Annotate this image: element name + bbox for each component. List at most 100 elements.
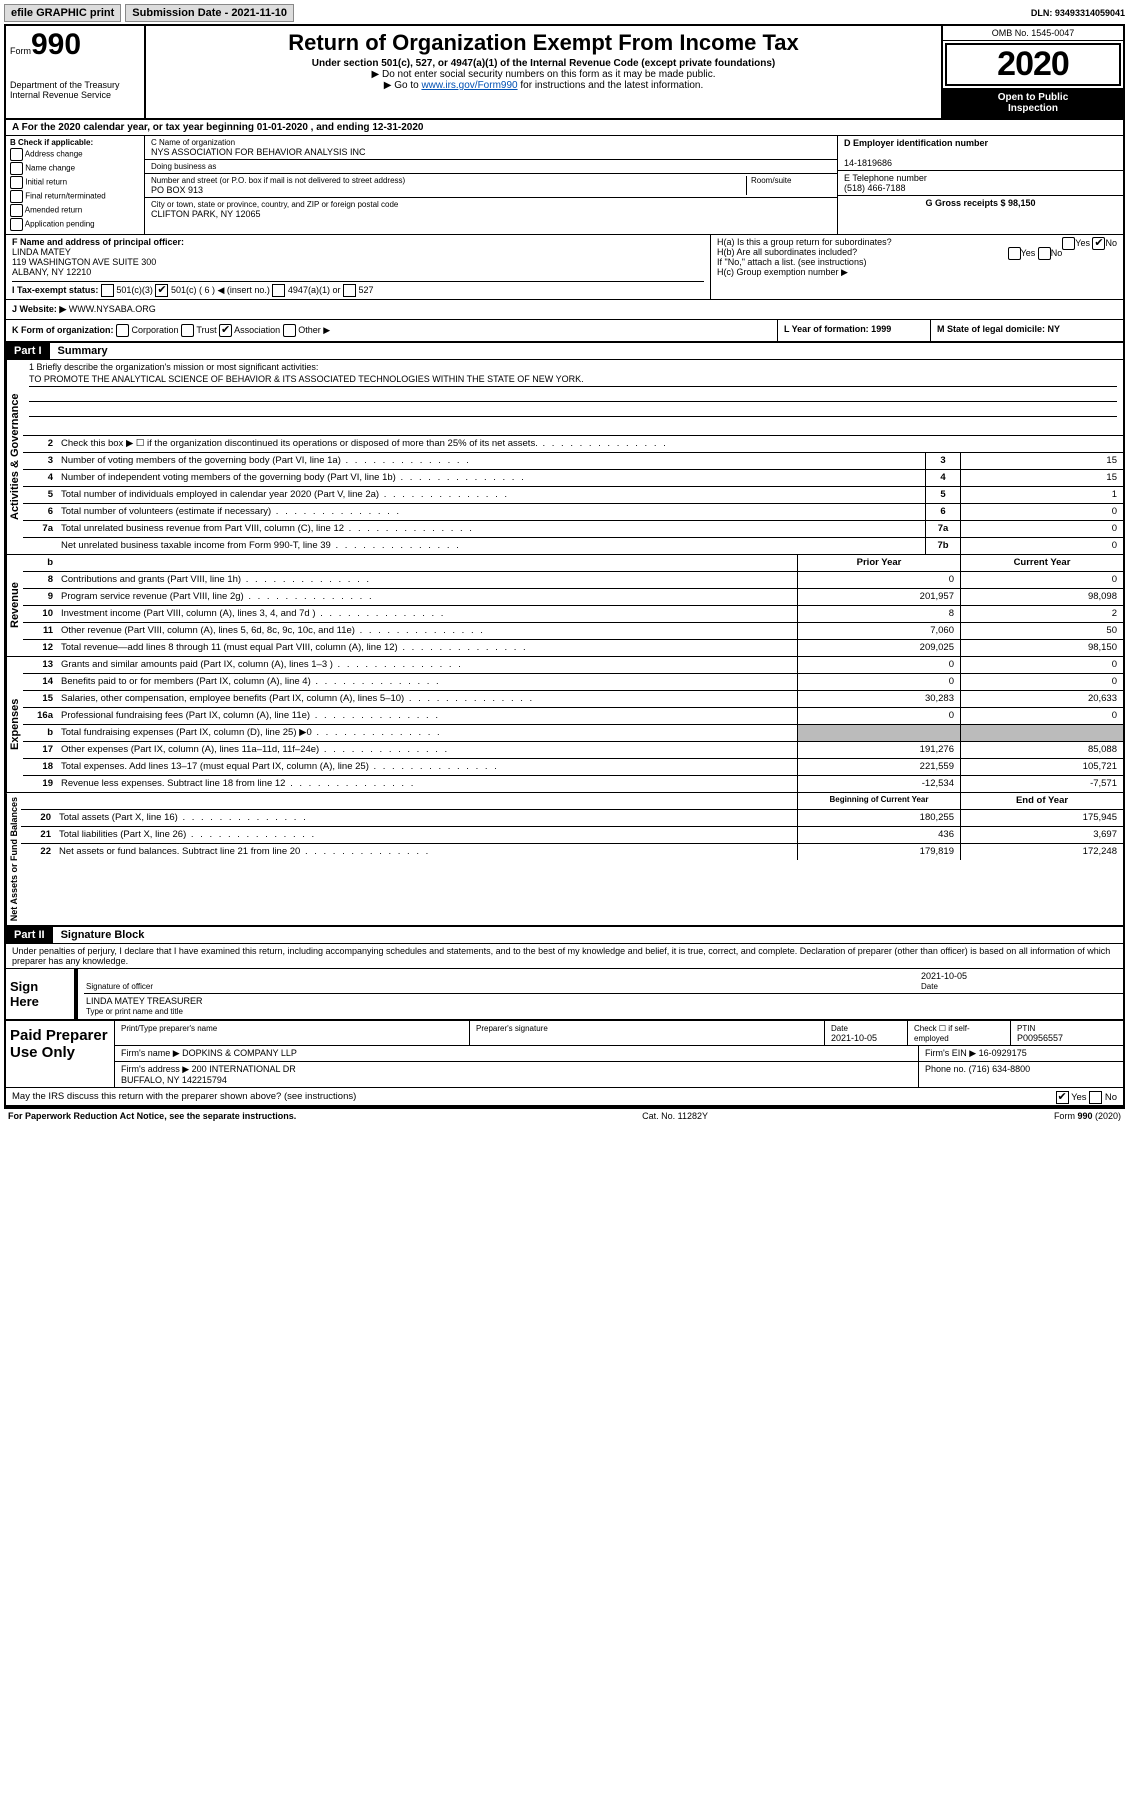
box-b: B Check if applicable: Address change Na… <box>6 136 145 234</box>
cb-hb-no[interactable] <box>1038 247 1051 260</box>
summary-line: 10Investment income (Part VIII, column (… <box>23 606 1123 623</box>
cb-trust[interactable] <box>181 324 194 337</box>
summary-line: 3Number of voting members of the governi… <box>23 453 1123 470</box>
cb-other[interactable] <box>283 324 296 337</box>
cb-4947[interactable] <box>272 284 285 297</box>
sig-officer-label: Signature of officer <box>86 982 153 991</box>
paid-title: Paid Preparer Use Only <box>6 1021 115 1087</box>
firm-name: DOPKINS & COMPANY LLP <box>182 1048 297 1058</box>
header-right: OMB No. 1545-0047 2020 Open to PublicIns… <box>941 26 1123 118</box>
dba-label: Doing business as <box>151 162 831 171</box>
cb-initial-return[interactable]: Initial return <box>10 176 140 189</box>
opt-amended: Amended return <box>25 206 82 215</box>
open-public-1: Open to Public <box>998 92 1069 103</box>
discuss-text: May the IRS discuss this return with the… <box>12 1091 356 1102</box>
sig-date: 2021-10-05 <box>921 971 967 981</box>
officer-name: LINDA MATEY <box>12 247 71 257</box>
box-c: C Name of organization NYS ASSOCIATION F… <box>145 136 838 234</box>
firm-ein-label: Firm's EIN ▶ <box>925 1048 976 1058</box>
sig-name: LINDA MATEY TREASURER <box>86 996 203 1006</box>
hdr-begin: Beginning of Current Year <box>797 793 960 809</box>
summary-line: 19Revenue less expenses. Subtract line 1… <box>23 776 1123 792</box>
cb-corp[interactable] <box>116 324 129 337</box>
hc-label: H(c) Group exemption number ▶ <box>717 267 1117 278</box>
form-org-label: K Form of organization: <box>12 325 114 335</box>
footer-right: Form 990 (2020) <box>1054 1111 1121 1121</box>
state-domicile: M State of legal domicile: NY <box>937 324 1060 334</box>
addr-label: Number and street (or P.O. box if mail i… <box>151 176 746 185</box>
summary-line: 20Total assets (Part X, line 16)180,2551… <box>21 810 1123 827</box>
form-990: Form990 Department of the Treasury Inter… <box>4 24 1125 1109</box>
box-de: D Employer identification number 14-1819… <box>838 136 1123 234</box>
sig-name-label: Type or print name and title <box>86 1007 183 1016</box>
prep-self-label: Check ☐ if self-employed <box>914 1024 970 1043</box>
cb-ha-no[interactable]: ✔ <box>1092 237 1105 250</box>
subtitle-2: ▶ Do not enter social security numbers o… <box>154 69 933 80</box>
tax-exempt-label: I Tax-exempt status: <box>12 285 98 295</box>
summary-line: 14Benefits paid to or for members (Part … <box>23 674 1123 691</box>
ptin-label: PTIN <box>1017 1024 1035 1033</box>
firm-addr-label: Firm's address ▶ <box>121 1064 189 1074</box>
goto-pre: ▶ Go to <box>384 80 422 91</box>
summary-line: 18Total expenses. Add lines 13–17 (must … <box>23 759 1123 776</box>
mission-q: 1 Briefly describe the organization's mi… <box>29 362 1117 372</box>
phone-label: E Telephone number <box>844 173 927 183</box>
ptin-value: P00956557 <box>1017 1033 1063 1043</box>
submission-date-button[interactable]: Submission Date - 2021-11-10 <box>125 4 294 22</box>
city-label: City or town, state or province, country… <box>151 200 831 209</box>
efile-button[interactable]: efile GRAPHIC print <box>4 4 121 22</box>
opt-4947: 4947(a)(1) or <box>288 285 341 295</box>
opt-initial: Initial return <box>25 178 67 187</box>
box-f: F Name and address of principal officer:… <box>6 235 710 299</box>
form990-link[interactable]: www.irs.gov/Form990 <box>421 80 517 91</box>
dln-label: DLN: 93493314059041 <box>1031 8 1125 18</box>
org-name-label: C Name of organization <box>151 138 831 147</box>
cb-discuss-no[interactable] <box>1089 1091 1102 1104</box>
summary-line: 11Other revenue (Part VIII, column (A), … <box>23 623 1123 640</box>
cb-501c[interactable]: ✔ <box>155 284 168 297</box>
summary-line: 2Check this box ▶ ☐ if the organization … <box>23 436 1123 453</box>
gross-receipts: G Gross receipts $ 98,150 <box>925 198 1035 208</box>
open-public-2: Inspection <box>1008 103 1058 114</box>
part1-badge: Part I <box>6 343 50 359</box>
cb-ha-yes[interactable] <box>1062 237 1075 250</box>
sign-here-label: Sign Here <box>6 969 74 1019</box>
summary-line: 16aProfessional fundraising fees (Part I… <box>23 708 1123 725</box>
firm-phone: (716) 634-8800 <box>969 1064 1031 1074</box>
officer-label: F Name and address of principal officer: <box>12 237 184 247</box>
cb-501c3[interactable] <box>101 284 114 297</box>
cb-name-change[interactable]: Name change <box>10 162 140 175</box>
cb-pending[interactable]: Application pending <box>10 218 140 231</box>
discuss-no: No <box>1105 1092 1117 1103</box>
paid-preparer-block: Paid Preparer Use Only Print/Type prepar… <box>6 1019 1123 1088</box>
ha-label: H(a) Is this a group return for subordin… <box>717 237 892 247</box>
street-address: PO BOX 913 <box>151 185 746 195</box>
mission-text: TO PROMOTE THE ANALYTICAL SCIENCE OF BEH… <box>29 374 1117 387</box>
part1-title: Summary <box>50 343 116 359</box>
cb-discuss-yes[interactable]: ✔ <box>1056 1091 1069 1104</box>
discuss-yes: Yes <box>1071 1092 1087 1103</box>
footer-left: For Paperwork Reduction Act Notice, see … <box>8 1111 296 1121</box>
hb-label: H(b) Are all subordinates included? <box>717 247 857 257</box>
vlabel-governance: Activities & Governance <box>6 360 23 554</box>
org-name: NYS ASSOCIATION FOR BEHAVIOR ANALYSIS IN… <box>151 147 831 157</box>
cb-527[interactable] <box>343 284 356 297</box>
goto-post: for instructions and the latest informat… <box>518 80 704 91</box>
summary-line: 21Total liabilities (Part X, line 26)436… <box>21 827 1123 844</box>
opt-assoc: Association <box>234 325 280 335</box>
opt-trust: Trust <box>196 325 216 335</box>
summary-line: 8Contributions and grants (Part VIII, li… <box>23 572 1123 589</box>
cb-hb-yes[interactable] <box>1008 247 1021 260</box>
hdr-end: End of Year <box>960 793 1123 809</box>
cb-final-return[interactable]: Final return/terminated <box>10 190 140 203</box>
part2-badge: Part II <box>6 927 53 943</box>
cb-amended[interactable]: Amended return <box>10 204 140 217</box>
omb-number: OMB No. 1545-0047 <box>943 26 1123 41</box>
cb-assoc[interactable]: ✔ <box>219 324 232 337</box>
summary-line: 17Other expenses (Part IX, column (A), l… <box>23 742 1123 759</box>
subtitle-3: ▶ Go to www.irs.gov/Form990 for instruct… <box>154 80 933 91</box>
part2-title: Signature Block <box>53 927 153 943</box>
vlabel-revenue: Revenue <box>6 555 23 656</box>
cb-address-change[interactable]: Address change <box>10 148 140 161</box>
website-label: J Website: ▶ <box>12 304 66 314</box>
